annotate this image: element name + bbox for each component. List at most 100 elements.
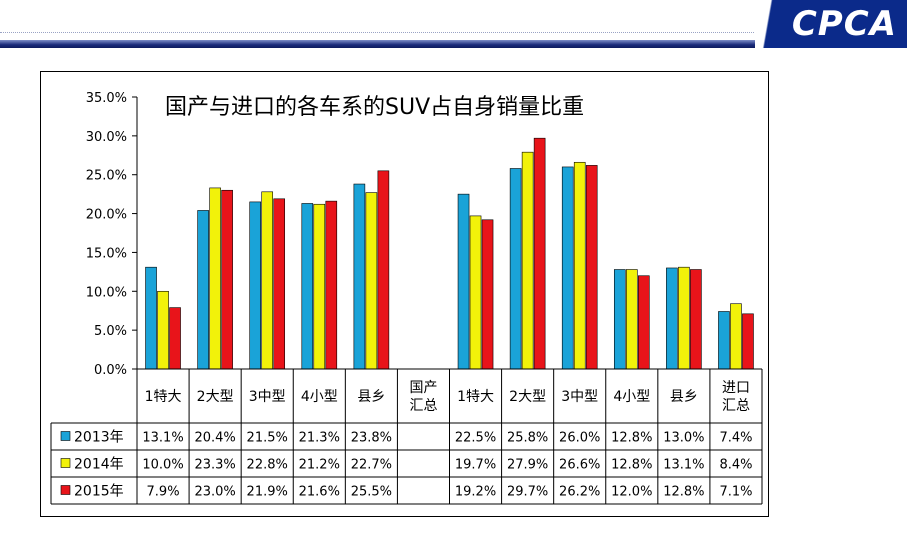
data-table: 1特大 2大型 3中型 4小型 县乡 国产汇总 1特大 2大型 3中型 4小型 县乡 进口汇总 2013… xyxy=(50,368,763,505)
category-label: 县乡 xyxy=(670,389,698,405)
category-label: 进口汇总 xyxy=(722,380,750,414)
bar-2-7 xyxy=(469,215,482,370)
bar-1-4 xyxy=(301,203,314,370)
data-label: 26.2% xyxy=(559,485,600,500)
logo-text: CPCA xyxy=(791,4,897,44)
y-tick-label: 15.0% xyxy=(86,246,127,261)
category-label: 4小型 xyxy=(301,389,338,405)
bar-2-11 xyxy=(678,266,690,370)
data-label: 20.4% xyxy=(194,431,235,446)
legend-swatch-3 xyxy=(60,485,71,495)
bar-3-9 xyxy=(585,165,598,370)
bar-1-2 xyxy=(197,210,209,370)
bar-1-11 xyxy=(666,267,678,370)
data-label: 23.8% xyxy=(351,431,392,446)
chart: 国产与进口的各车系的SUV占自身销量比重 0.0% 5.0% 10.0% 15.0% 2… xyxy=(50,91,763,505)
category-label: 县乡 xyxy=(357,389,385,405)
bar-1-10 xyxy=(613,269,626,370)
data-label: 29.7% xyxy=(507,485,548,500)
bar-1-5 xyxy=(353,183,366,370)
data-label: 23.3% xyxy=(194,458,235,473)
bar-2-12 xyxy=(730,303,742,370)
bar-3-1 xyxy=(169,307,181,370)
data-label: 7.9% xyxy=(147,485,180,500)
y-tick-label: 5.0% xyxy=(94,324,127,339)
y-axis: 0.0% 5.0% 10.0% 15.0% 20.0% 25.0% 30.0% 35.0% xyxy=(86,91,138,378)
category-label: 3中型 xyxy=(249,389,286,405)
category-label: 2大型 xyxy=(197,389,234,405)
data-label: 22.7% xyxy=(351,458,392,473)
data-label: 22.8% xyxy=(247,458,288,473)
bar-1-12 xyxy=(718,311,730,370)
category-label: 4小型 xyxy=(613,389,650,405)
data-label: 12.0% xyxy=(611,485,652,500)
legend-label-2: 2014年 xyxy=(74,457,124,473)
bar-2-4 xyxy=(313,203,326,370)
bar-3-10 xyxy=(637,275,650,370)
data-label: 12.8% xyxy=(611,431,652,446)
legend-swatch-2 xyxy=(60,458,71,468)
data-label: 8.4% xyxy=(719,458,752,473)
data-label: 23.0% xyxy=(194,485,235,500)
bar-3-3 xyxy=(273,198,286,370)
bar-2-8 xyxy=(521,151,534,370)
legend-swatch-1 xyxy=(60,431,71,441)
data-label: 21.9% xyxy=(247,485,288,500)
data-label: 26.0% xyxy=(559,431,600,446)
bar-1-7 xyxy=(457,193,470,370)
bar-1-9 xyxy=(561,166,574,370)
cpca-logo: CPCA xyxy=(755,0,907,48)
data-label: 21.5% xyxy=(247,431,288,446)
bar-2-3 xyxy=(261,191,274,370)
data-label: 7.4% xyxy=(719,431,752,446)
bar-2-9 xyxy=(573,161,586,370)
bar-2-5 xyxy=(365,192,378,370)
legend-label-3: 2015年 xyxy=(74,484,124,500)
data-label: 10.0% xyxy=(142,458,183,473)
data-label: 19.7% xyxy=(455,458,496,473)
y-tick-label: 35.0% xyxy=(86,91,127,106)
data-label: 21.2% xyxy=(299,458,340,473)
data-label: 12.8% xyxy=(663,485,704,500)
bar-3-11 xyxy=(690,269,702,370)
header-dotted-line xyxy=(0,32,760,33)
bar-3-12 xyxy=(742,313,754,370)
data-label: 25.8% xyxy=(507,431,548,446)
bar-3-5 xyxy=(377,170,390,370)
data-label: 22.5% xyxy=(455,431,496,446)
bar-2-10 xyxy=(625,269,638,370)
category-label: 2大型 xyxy=(509,389,546,405)
bar-3-2 xyxy=(221,189,233,370)
bar-3-8 xyxy=(533,137,546,370)
data-label: 13.1% xyxy=(663,458,704,473)
bar-3-4 xyxy=(325,200,338,370)
bar-3-7 xyxy=(481,219,494,370)
header-rule xyxy=(0,40,907,48)
data-label: 25.5% xyxy=(351,485,392,500)
bar-1-3 xyxy=(249,201,262,370)
data-label: 7.1% xyxy=(719,485,752,500)
bar-1-8 xyxy=(509,168,522,370)
data-label: 21.6% xyxy=(299,485,340,500)
data-label: 27.9% xyxy=(507,458,548,473)
y-tick-label: 10.0% xyxy=(86,285,127,300)
data-label: 19.2% xyxy=(455,485,496,500)
y-tick-label: 0.0% xyxy=(94,363,127,378)
category-label: 1特大 xyxy=(457,389,494,405)
legend-label-1: 2013年 xyxy=(74,430,124,446)
category-label: 国产汇总 xyxy=(409,380,437,414)
bar-1-1 xyxy=(145,266,157,370)
bar-2-1 xyxy=(157,290,169,370)
y-tick-label: 20.0% xyxy=(86,208,127,223)
data-label: 12.8% xyxy=(611,458,652,473)
data-label: 13.0% xyxy=(663,431,704,446)
category-label: 3中型 xyxy=(561,389,598,405)
y-tick-label: 25.0% xyxy=(86,169,127,184)
chart-frame: 国产与进口的各车系的SUV占自身销量比重 0.0% 5.0% 10.0% 15.0% 2… xyxy=(40,71,769,517)
bar-2-2 xyxy=(209,187,221,370)
chart-title: 国产与进口的各车系的SUV占自身销量比重 xyxy=(165,95,584,120)
data-label: 26.6% xyxy=(559,458,600,473)
bars xyxy=(145,137,754,370)
data-label: 21.3% xyxy=(299,431,340,446)
data-label: 13.1% xyxy=(142,431,183,446)
